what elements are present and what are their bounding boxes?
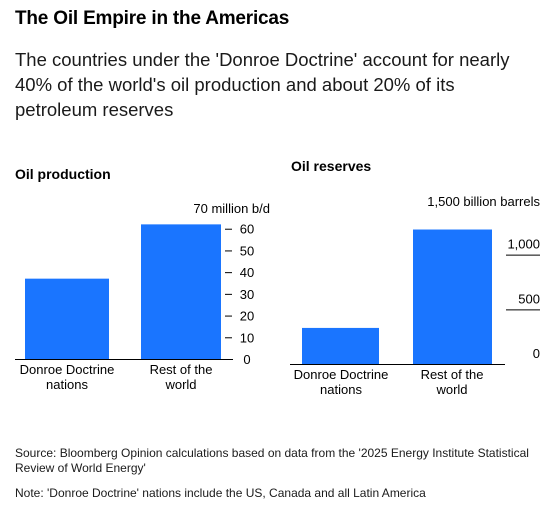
- footnote: Note: 'Donroe Doctrine' nations include …: [15, 486, 426, 500]
- reserves-chart-title: Oil reserves: [291, 158, 372, 174]
- reserves-category-label-2: Rest of the world: [421, 367, 484, 397]
- production-bar-1: [25, 278, 109, 359]
- production-chart-title: Oil production: [15, 166, 111, 182]
- reserves-top-label: 1,500 billion barrels: [427, 194, 540, 209]
- production-category-label-2: Rest of the world: [150, 362, 213, 392]
- reserves-tick-label-1: 500: [518, 291, 540, 306]
- production-tick-label-3: 30: [240, 287, 254, 302]
- reserves-bar-2: [413, 229, 492, 364]
- reserves-tick-label-2: 1,000: [507, 237, 540, 252]
- source-note: Source: Bloomberg Opinion calculations b…: [15, 446, 529, 475]
- production-category-label-1: Donroe Doctrine nations: [20, 362, 115, 392]
- page-title: The Oil Empire in the Americas: [15, 8, 290, 29]
- production-tick-label-6: 60: [240, 222, 254, 237]
- reserves-bar-1: [302, 327, 379, 364]
- production-tick-label-0: 0: [243, 352, 250, 367]
- production-top-label: 70 million b/d: [193, 201, 270, 216]
- production-tick-label-2: 20: [240, 309, 254, 324]
- production-tick-label-5: 50: [240, 243, 254, 258]
- production-bar-2: [141, 224, 221, 359]
- production-tick-label-1: 10: [240, 330, 254, 345]
- production-tick-label-4: 40: [240, 265, 254, 280]
- reserves-tick-label-0: 0: [533, 346, 540, 361]
- page-subtitle: The countries under the 'Donroe Doctrine…: [15, 49, 510, 120]
- reserves-category-label-1: Donroe Doctrine nations: [294, 367, 389, 397]
